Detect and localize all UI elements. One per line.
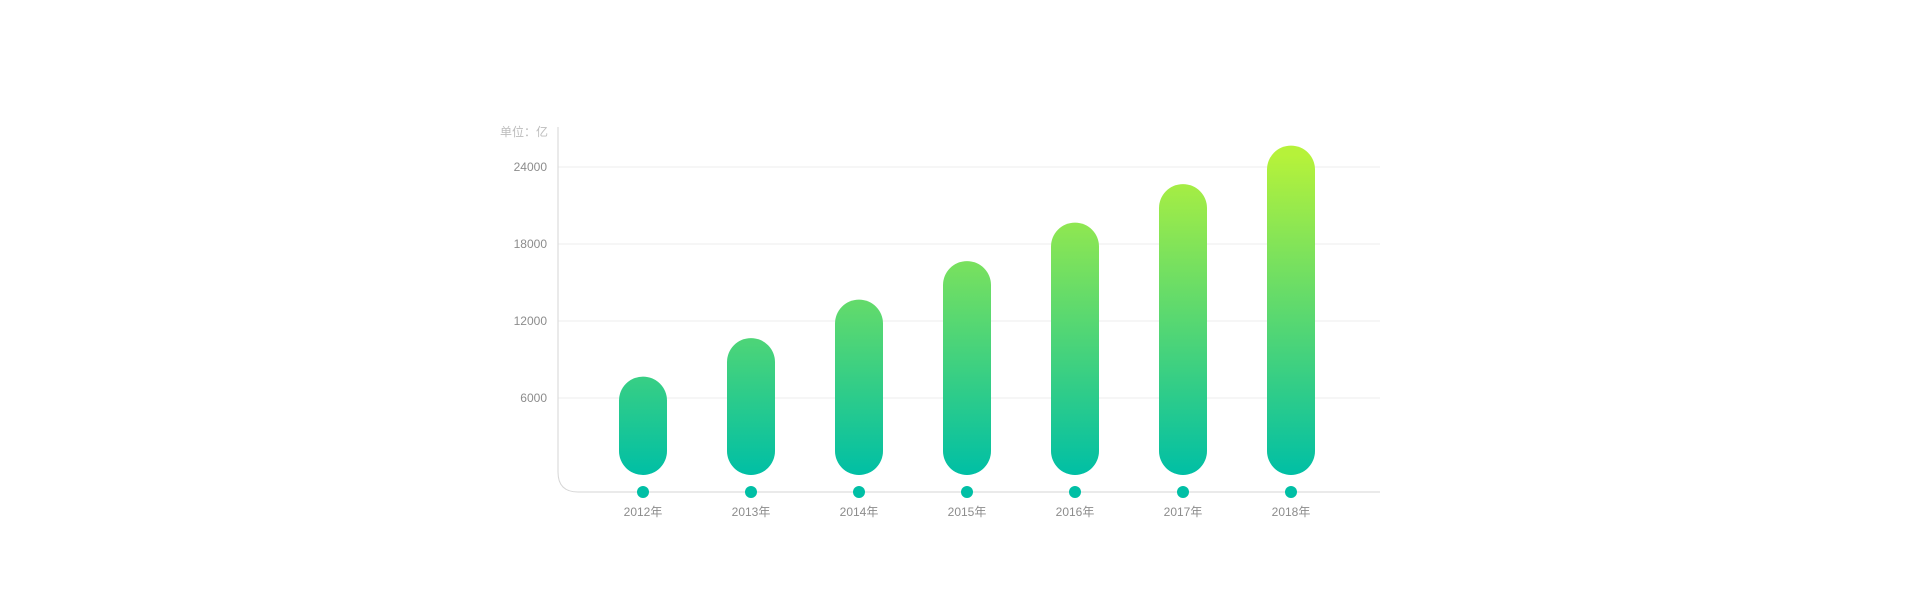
x-tick-label: 2014年 (840, 505, 879, 519)
x-tick-label: 2018年 (1272, 505, 1311, 519)
category-dot (1177, 486, 1189, 498)
x-tick-label: 2016年 (1056, 505, 1095, 519)
category-dot (961, 486, 973, 498)
axis-line (557, 127, 1380, 493)
x-axis-labels: 2012年 2013年 2014年 2015年 2016年 2017年 2018年 (624, 505, 1311, 519)
y-tick-label: 6000 (520, 391, 547, 405)
y-tick-label: 18000 (514, 237, 548, 251)
category-dot (1069, 486, 1081, 498)
x-tick-label: 2012年 (624, 505, 663, 519)
category-dot (745, 486, 757, 498)
category-dot (1285, 486, 1297, 498)
category-dot (853, 486, 865, 498)
x-tick-label: 2015年 (948, 505, 987, 519)
y-axis-ticks: 6000 12000 18000 24000 (514, 160, 548, 405)
x-tick-label: 2017年 (1164, 505, 1203, 519)
x-tick-label: 2013年 (732, 505, 771, 519)
y-unit-label: 单位：亿 (500, 124, 548, 139)
y-tick-label: 12000 (514, 314, 548, 328)
category-dot (637, 486, 649, 498)
bar-2013年 (727, 338, 775, 475)
bar-2016年 (1051, 222, 1099, 475)
bar-2018年 (1267, 145, 1315, 476)
category-dots (637, 486, 1297, 498)
bar-2017年 (1159, 184, 1207, 476)
bars (619, 145, 1315, 476)
bar-2014年 (835, 299, 883, 475)
bar-2015年 (943, 261, 991, 475)
y-tick-label: 24000 (514, 160, 548, 174)
bar-2012年 (619, 376, 667, 475)
